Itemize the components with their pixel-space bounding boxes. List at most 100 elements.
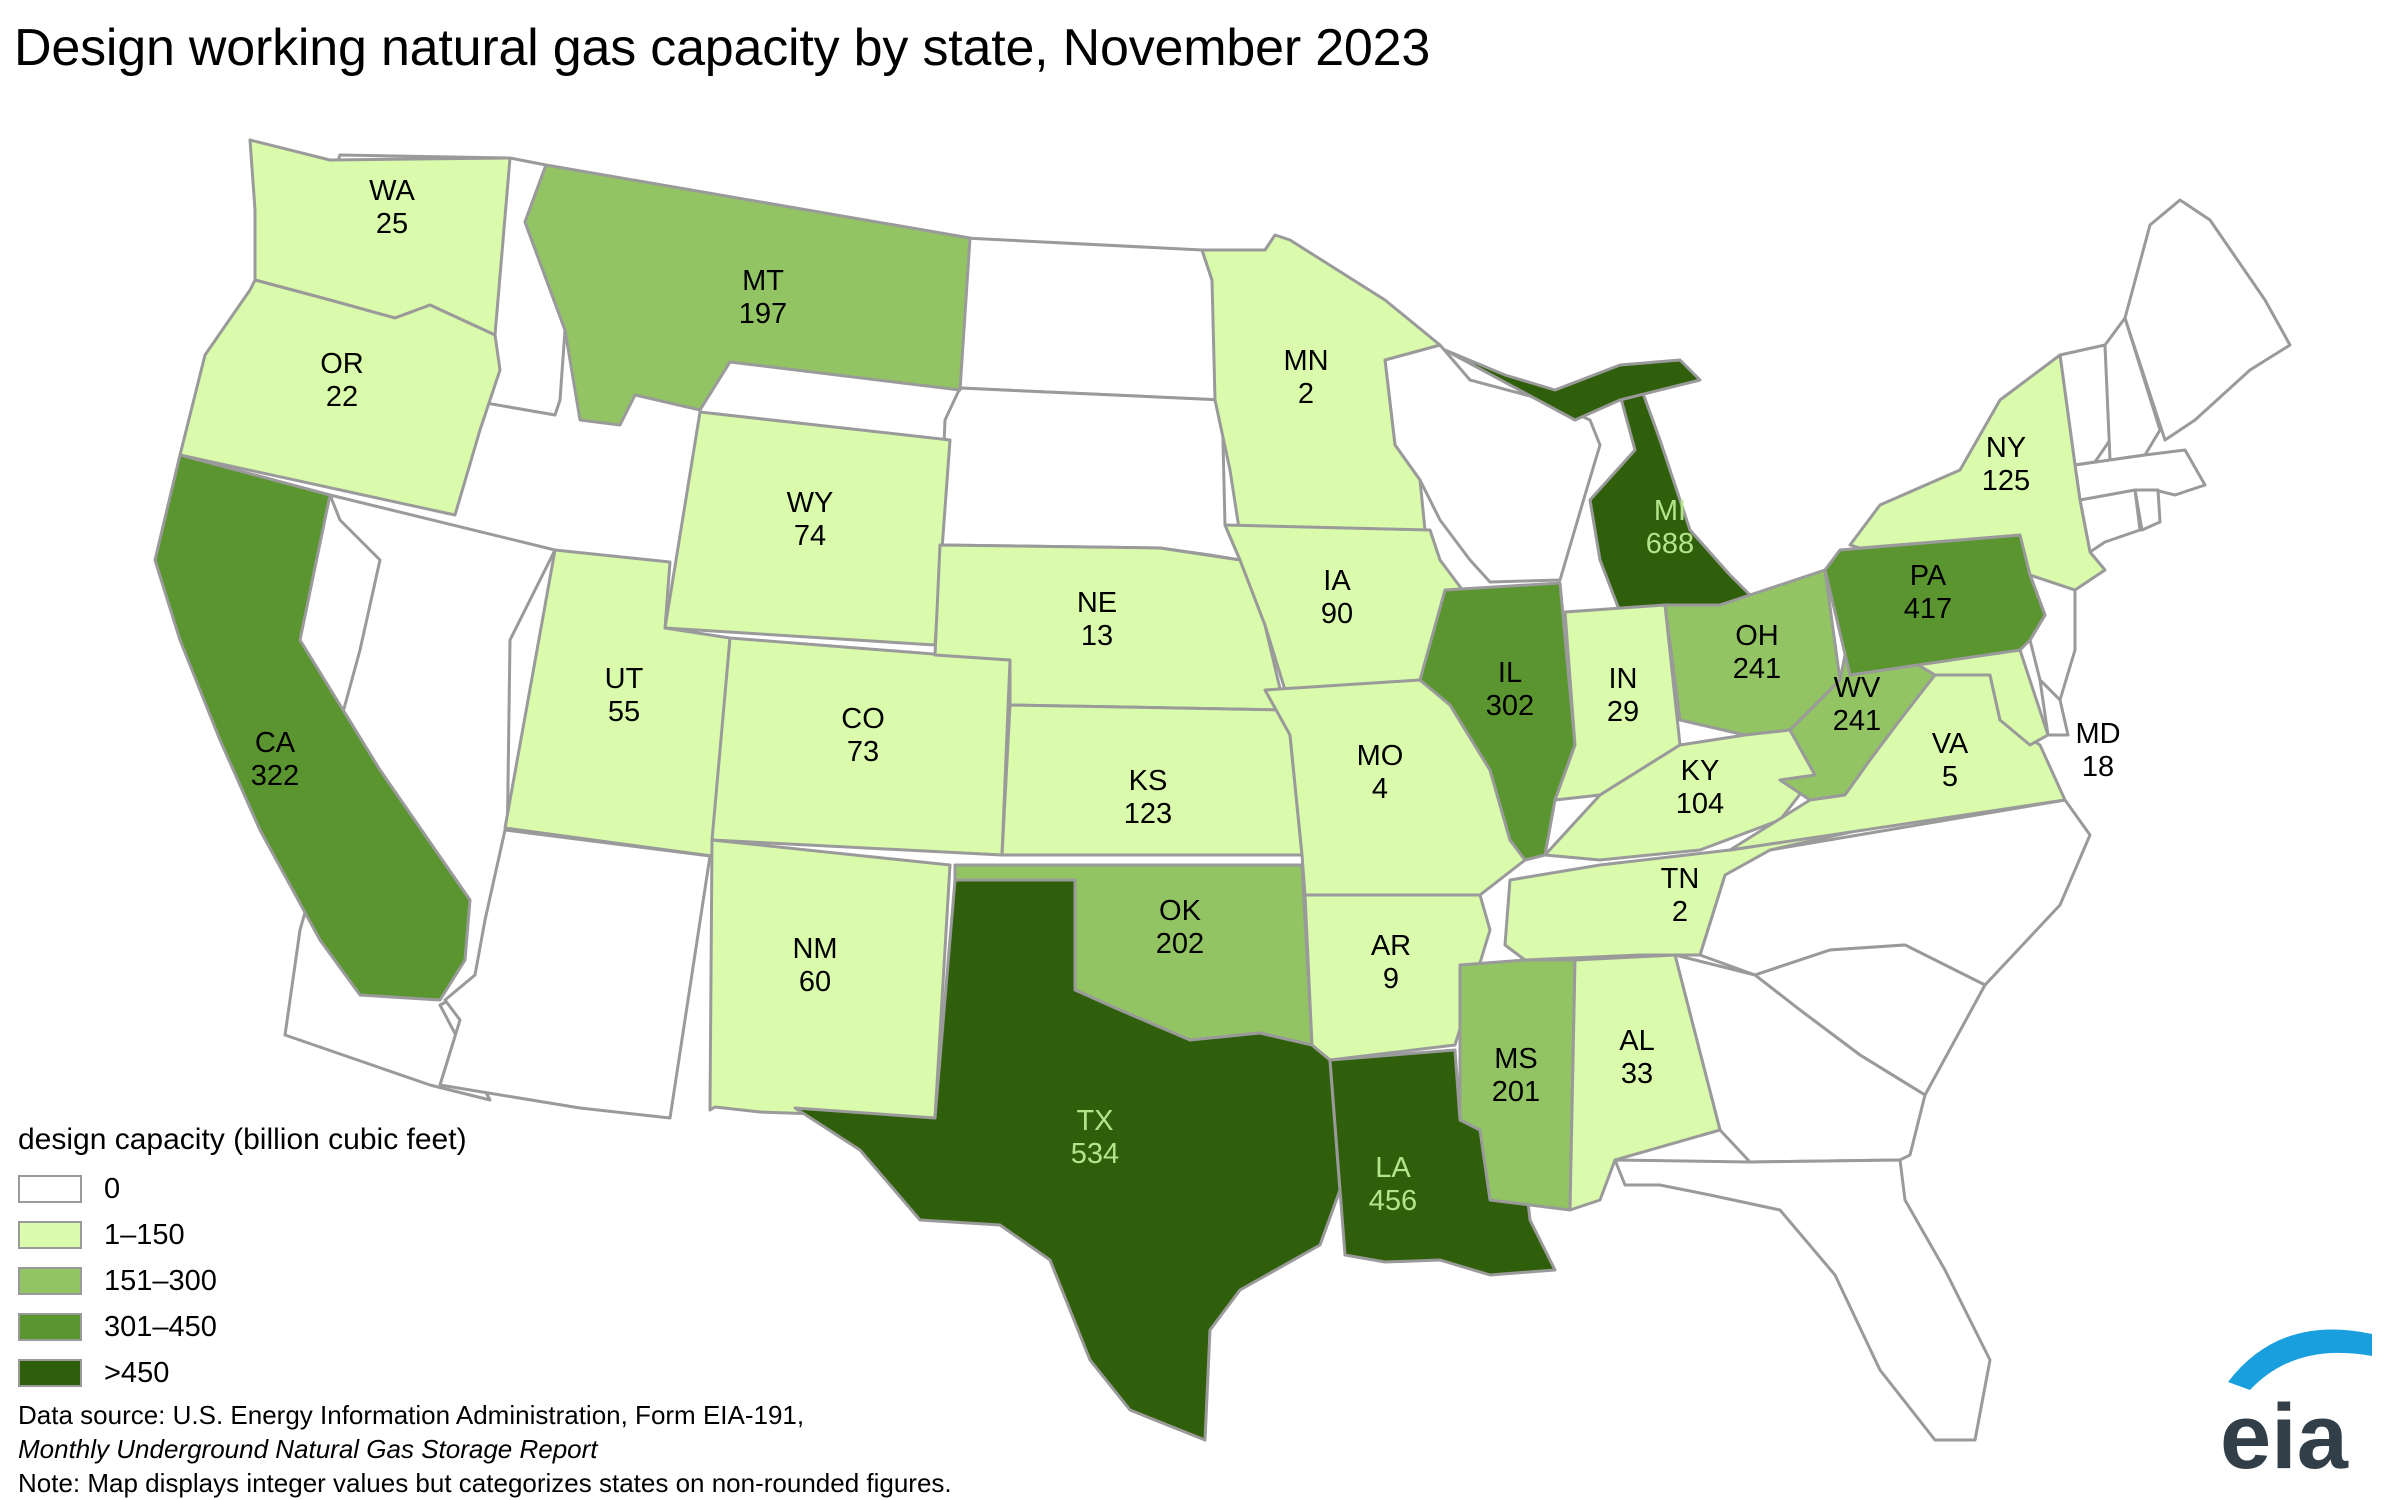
state-label-ny: NY (1986, 432, 2026, 464)
source-line-1: Data source: U.S. Energy Information Adm… (18, 1400, 805, 1430)
state-value-ne: 13 (1081, 620, 1113, 652)
state-label-ne: NE (1077, 587, 1117, 619)
state-value-in: 29 (1607, 696, 1639, 728)
state-value-ca: 322 (251, 760, 299, 792)
map-legend: design capacity (billion cubic feet) 0 1–… (18, 1120, 467, 1396)
state-label-tx: TX (1076, 1105, 1113, 1137)
state-fl (1613, 1158, 1992, 1442)
state-value-al: 33 (1621, 1058, 1653, 1090)
state-mi-up (1443, 348, 1702, 422)
state-label-nm: NM (792, 933, 837, 965)
state-label-il: IL (1498, 657, 1522, 689)
source-note: Data source: U.S. Energy Information Adm… (18, 1398, 952, 1500)
legend-item: 151–300 (18, 1258, 467, 1304)
state-label-mt: MT (742, 265, 784, 297)
legend-label: 0 (104, 1172, 121, 1205)
state-ny (1848, 353, 2107, 592)
state-nm (708, 838, 952, 1120)
legend-swatch (18, 1359, 82, 1387)
state-value-il: 302 (1486, 690, 1534, 722)
state-label-wa: WA (369, 175, 415, 207)
state-ca (153, 453, 472, 1002)
source-line-3: Note: Map displays integer values but ca… (18, 1468, 952, 1498)
legend-label: 301–450 (104, 1310, 217, 1343)
state-mt (523, 163, 972, 427)
legend-item: 1–150 (18, 1212, 467, 1258)
state-value-ia: 90 (1321, 598, 1353, 630)
state-label-ms: MS (1494, 1043, 1538, 1075)
source-line-2: Monthly Underground Natural Gas Storage … (18, 1434, 598, 1464)
legend-title: design capacity (billion cubic feet) (18, 1123, 467, 1156)
state-label-ca: CA (255, 727, 296, 759)
state-value-wa: 25 (376, 208, 408, 240)
state-label-or: OR (320, 348, 364, 380)
eia-logo-text: eia (2220, 1386, 2349, 1480)
legend-swatch (18, 1313, 82, 1341)
state-label-md: MD (2075, 718, 2120, 750)
state-value-ny: 125 (1982, 465, 2030, 497)
state-mn (1200, 233, 1442, 537)
state-label-ar: AR (1371, 930, 1411, 962)
state-label-mo: MO (1357, 740, 1404, 772)
state-label-tn: TN (1661, 863, 1700, 895)
state-de (2038, 678, 2070, 737)
state-or (178, 278, 502, 517)
state-label-oh: OH (1735, 620, 1779, 652)
state-nd (958, 236, 1224, 402)
state-label-ia: IA (1323, 565, 1351, 597)
state-value-ok: 202 (1156, 928, 1204, 960)
state-az (438, 828, 712, 1120)
state-value-va: 5 (1942, 761, 1958, 793)
state-value-pa: 417 (1904, 593, 1952, 625)
state-ri (2133, 488, 2162, 532)
state-value-ks: 123 (1124, 798, 1172, 830)
state-label-al: AL (1619, 1025, 1654, 1057)
state-label-mi: MI (1654, 495, 1686, 527)
state-value-md: 18 (2082, 751, 2114, 783)
state-sd (938, 386, 1242, 562)
state-al (1568, 953, 1722, 1212)
legend-item: >450 (18, 1350, 467, 1396)
state-value-la: 456 (1369, 1185, 1417, 1217)
state-label-ut: UT (605, 663, 644, 695)
state-value-oh: 241 (1733, 653, 1781, 685)
state-value-mn: 2 (1298, 378, 1314, 410)
state-ar (1303, 893, 1492, 1062)
state-ms (1458, 958, 1577, 1212)
legend-item: 0 (18, 1166, 467, 1212)
state-value-tx: 534 (1071, 1138, 1119, 1170)
legend-swatch (18, 1221, 82, 1249)
state-value-wv: 241 (1833, 705, 1881, 737)
state-label-ks: KS (1129, 765, 1168, 797)
state-value-co: 73 (847, 736, 879, 768)
state-value-wy: 74 (794, 520, 826, 552)
legend-label: >450 (104, 1356, 170, 1389)
state-value-mo: 4 (1372, 773, 1388, 805)
state-value-or: 22 (326, 381, 358, 413)
state-value-mi: 688 (1646, 528, 1694, 560)
state-label-ky: KY (1681, 755, 1720, 787)
legend-label: 151–300 (104, 1264, 217, 1297)
state-label-in: IN (1609, 663, 1638, 695)
legend-label: 1–150 (104, 1218, 185, 1251)
legend-swatch (18, 1175, 82, 1203)
state-ga (1673, 953, 1927, 1164)
state-tn (1503, 828, 1862, 962)
state-value-ar: 9 (1383, 963, 1399, 995)
state-value-mt: 197 (739, 298, 787, 330)
state-value-ut: 55 (608, 696, 640, 728)
state-md (1908, 648, 2050, 747)
eia-logo: eia (2220, 1329, 2372, 1480)
state-label-va: VA (1932, 728, 1969, 760)
state-label-wy: WY (787, 487, 834, 519)
state-value-nm: 60 (799, 966, 831, 998)
state-label-co: CO (841, 703, 885, 735)
state-label-pa: PA (1910, 560, 1947, 592)
state-value-ms: 201 (1492, 1076, 1540, 1108)
state-label-mn: MN (1283, 345, 1328, 377)
state-nh (2103, 316, 2162, 462)
eia-logo-arc (2228, 1329, 2372, 1390)
state-label-wv: WV (1834, 672, 1881, 704)
legend-swatch (18, 1267, 82, 1295)
